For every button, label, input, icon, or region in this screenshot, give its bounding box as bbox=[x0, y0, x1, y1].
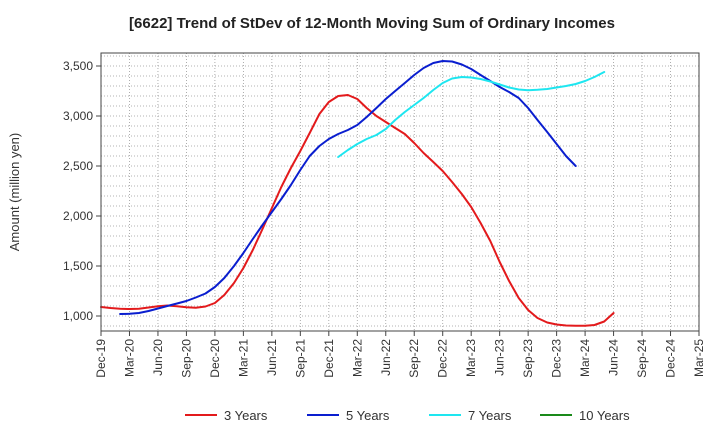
series-layer bbox=[100, 60, 615, 327]
series-line-7-years bbox=[337, 71, 606, 158]
x-tick-label: Dec-22 bbox=[436, 339, 450, 378]
plot-area bbox=[101, 53, 699, 331]
x-tick-label: Mar-21 bbox=[236, 339, 250, 377]
legend-label: 3 Years bbox=[224, 408, 268, 423]
x-tick-label: Jun-24 bbox=[607, 339, 621, 376]
x-tick-label: Jun-22 bbox=[379, 339, 393, 376]
x-tick-label: Dec-20 bbox=[208, 339, 222, 378]
y-axis-title: Amount (million yen) bbox=[7, 133, 22, 252]
y-axis: 1,000 1,500 2,000 2,500 3,000 3,500 bbox=[63, 59, 101, 323]
y-tick-label: 2,500 bbox=[63, 159, 93, 173]
x-tick-label: Jun-21 bbox=[265, 339, 279, 376]
y-tick-label: 1,500 bbox=[63, 259, 93, 273]
legend-item-3-years: 3 Years bbox=[185, 408, 268, 423]
x-tick-label: Sep-20 bbox=[179, 339, 193, 378]
legend-label: 5 Years bbox=[346, 408, 390, 423]
x-tick-label: Sep-23 bbox=[521, 339, 535, 378]
x-tick-label: Mar-24 bbox=[578, 339, 592, 377]
x-tick-label: Mar-23 bbox=[464, 339, 478, 377]
x-tick-label: Mar-22 bbox=[350, 339, 364, 377]
x-axis: Dec-19 Mar-20 Jun-20 Sep-20 Dec-20 Mar-21 Jun-… bbox=[94, 331, 706, 378]
series-line-5-years bbox=[119, 60, 577, 315]
x-tick-label: Mar-20 bbox=[122, 339, 136, 377]
legend-item-5-years: 5 Years bbox=[307, 408, 390, 423]
y-tick-label: 2,000 bbox=[63, 209, 93, 223]
legend-label: 7 Years bbox=[468, 408, 512, 423]
x-tick-label: Sep-21 bbox=[293, 339, 307, 378]
chart-title: [6622] Trend of StDev of 12-Month Moving… bbox=[129, 15, 615, 32]
grid-lines bbox=[100, 53, 700, 331]
x-tick-label: Sep-24 bbox=[635, 339, 649, 378]
y-tick-label: 3,500 bbox=[63, 59, 93, 73]
x-tick-label: Jun-20 bbox=[151, 339, 165, 376]
x-tick-label: Dec-19 bbox=[94, 339, 108, 378]
legend-label: 10 Years bbox=[579, 408, 630, 423]
x-tick-label: Dec-24 bbox=[664, 339, 678, 378]
y-tick-label: 1,000 bbox=[63, 309, 93, 323]
series-line-3-years bbox=[100, 94, 615, 327]
x-tick-label: Dec-23 bbox=[550, 339, 564, 378]
plot-frame bbox=[100, 52, 700, 332]
x-tick-label: Jun-23 bbox=[493, 339, 507, 376]
legend-item-7-years: 7 Years bbox=[429, 408, 512, 423]
x-tick-label: Dec-21 bbox=[322, 339, 336, 378]
legend-item-10-years: 10 Years bbox=[540, 408, 630, 423]
y-tick-label: 3,000 bbox=[63, 109, 93, 123]
x-tick-label: Mar-25 bbox=[692, 339, 706, 377]
x-tick-label: Sep-22 bbox=[407, 339, 421, 378]
legend: 3 Years 5 Years 7 Years 10 Years bbox=[185, 408, 630, 423]
